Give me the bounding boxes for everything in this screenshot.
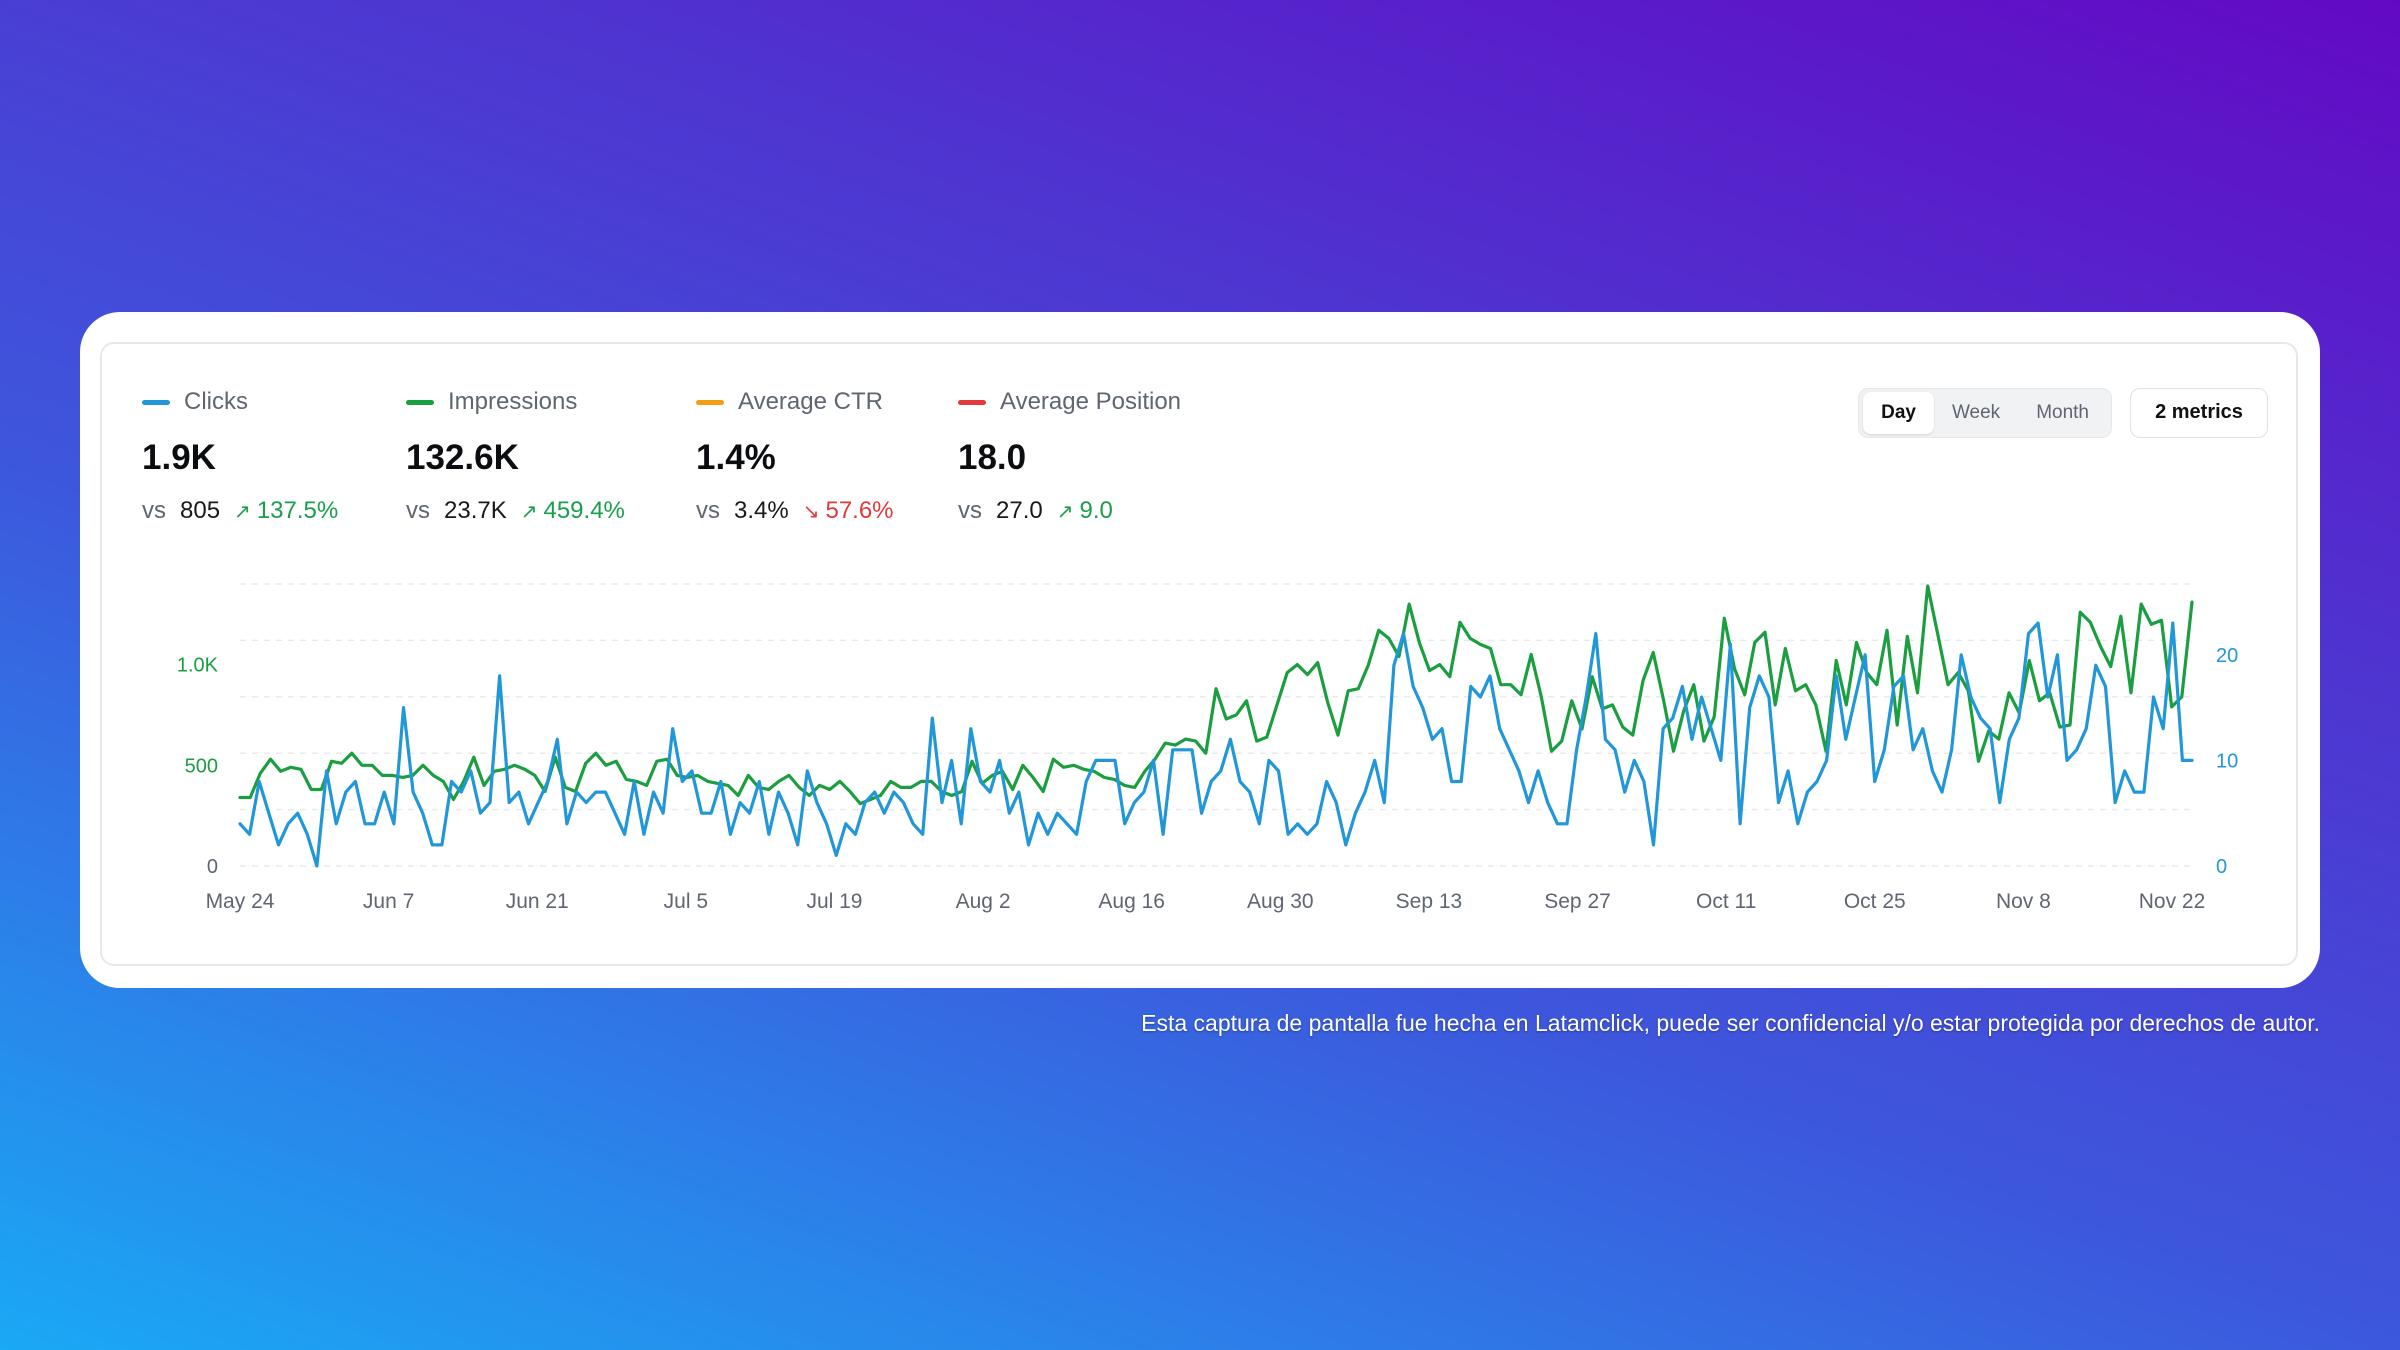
y-right-tick-label: 10 [2216, 750, 2238, 772]
screenshot-frame: Clicks 1.9K vs 805 ↗ 137.5% Impressions … [80, 312, 2320, 988]
x-tick-label: May 24 [206, 890, 275, 913]
x-tick-label: Jun 21 [506, 890, 569, 913]
copyright-footnote: Esta captura de pantalla fue hecha en La… [1141, 1010, 2320, 1036]
metric-average-position[interactable]: Average Position 18.0 vs 27.0 ↗ 9.0 [958, 384, 1181, 528]
y-left-tick-label: 0 [207, 856, 218, 878]
period-option-day[interactable]: Day [1863, 392, 1934, 434]
metrics-selector-button[interactable]: 2 metrics [2130, 388, 2268, 438]
performance-card: Clicks 1.9K vs 805 ↗ 137.5% Impressions … [100, 342, 2298, 966]
delta-value: 459.4% [543, 497, 625, 524]
y-left-tick-label: 500 [185, 755, 218, 777]
vs-label: vs [958, 497, 982, 524]
previous-value: 805 [180, 497, 221, 524]
y-right-tick-label: 0 [2216, 856, 2227, 878]
vs-label: vs [406, 497, 430, 524]
x-tick-label: Aug 16 [1098, 890, 1165, 913]
metric-value: 1.4% [696, 438, 776, 477]
period-toggle: Day Week Month [1858, 388, 2112, 438]
x-tick-label: Aug 30 [1247, 890, 1314, 913]
metric-clicks[interactable]: Clicks 1.9K vs 805 ↗ 137.5% [142, 384, 338, 528]
metric-name: Average CTR [738, 388, 883, 415]
trend-down-icon: ↘ [802, 500, 820, 523]
metric-value: 1.9K [142, 438, 216, 477]
vs-label: vs [696, 497, 720, 524]
vs-label: vs [142, 497, 166, 524]
y-left-tick-label: 1.0K [177, 655, 219, 677]
trend-up-icon: ↗ [520, 500, 538, 523]
x-tick-label: Sep 27 [1544, 890, 1611, 913]
x-tick-label: Aug 2 [956, 890, 1011, 913]
previous-value: 23.7K [444, 497, 507, 524]
y-right-tick-label: 20 [2216, 645, 2238, 667]
x-tick-label: Jul 19 [806, 890, 862, 913]
x-tick-label: Jul 5 [664, 890, 708, 913]
metric-name: Clicks [184, 388, 248, 415]
previous-value: 3.4% [734, 497, 789, 524]
trend-up-icon: ↗ [1056, 500, 1074, 523]
trend-up-icon: ↗ [234, 500, 251, 523]
metric-name: Impressions [448, 388, 578, 415]
metric-average-ctr[interactable]: Average CTR 1.4% vs 3.4% ↘ 57.6% [696, 384, 894, 528]
metric-name: Average Position [1000, 388, 1182, 415]
impressions-legend-swatch [406, 399, 434, 405]
metric-impressions[interactable]: Impressions 132.6K vs 23.7K ↗ 459.4% [406, 384, 625, 528]
series-line-impressions [238, 584, 2194, 806]
x-tick-label: Oct 11 [1696, 890, 1756, 913]
previous-value: 27.0 [996, 497, 1043, 524]
series-line-clicks [238, 621, 2194, 868]
delta-value: 57.6% [825, 497, 894, 524]
x-tick-label: Sep 13 [1396, 890, 1463, 913]
metric-value: 18.0 [958, 438, 1027, 477]
x-tick-label: Oct 25 [1844, 890, 1906, 913]
x-tick-label: Nov 8 [1996, 890, 2051, 913]
delta-value: 137.5% [256, 497, 339, 524]
period-option-month[interactable]: Month [2036, 402, 2089, 423]
metric-value: 132.6K [406, 438, 519, 477]
performance-line-chart: 0 500 1.0K 0 10 20 May 24 Jun 7 Jun 21 Jul 5 Jul 1… [177, 583, 2238, 913]
period-option-week[interactable]: Week [1951, 402, 2001, 423]
ctr-legend-swatch [696, 399, 724, 405]
x-tick-label: Nov 22 [2139, 890, 2206, 913]
x-tick-label: Jun 7 [363, 890, 414, 913]
delta-value: 9.0 [1079, 497, 1113, 524]
clicks-legend-swatch [142, 399, 170, 405]
position-legend-swatch [958, 399, 986, 405]
